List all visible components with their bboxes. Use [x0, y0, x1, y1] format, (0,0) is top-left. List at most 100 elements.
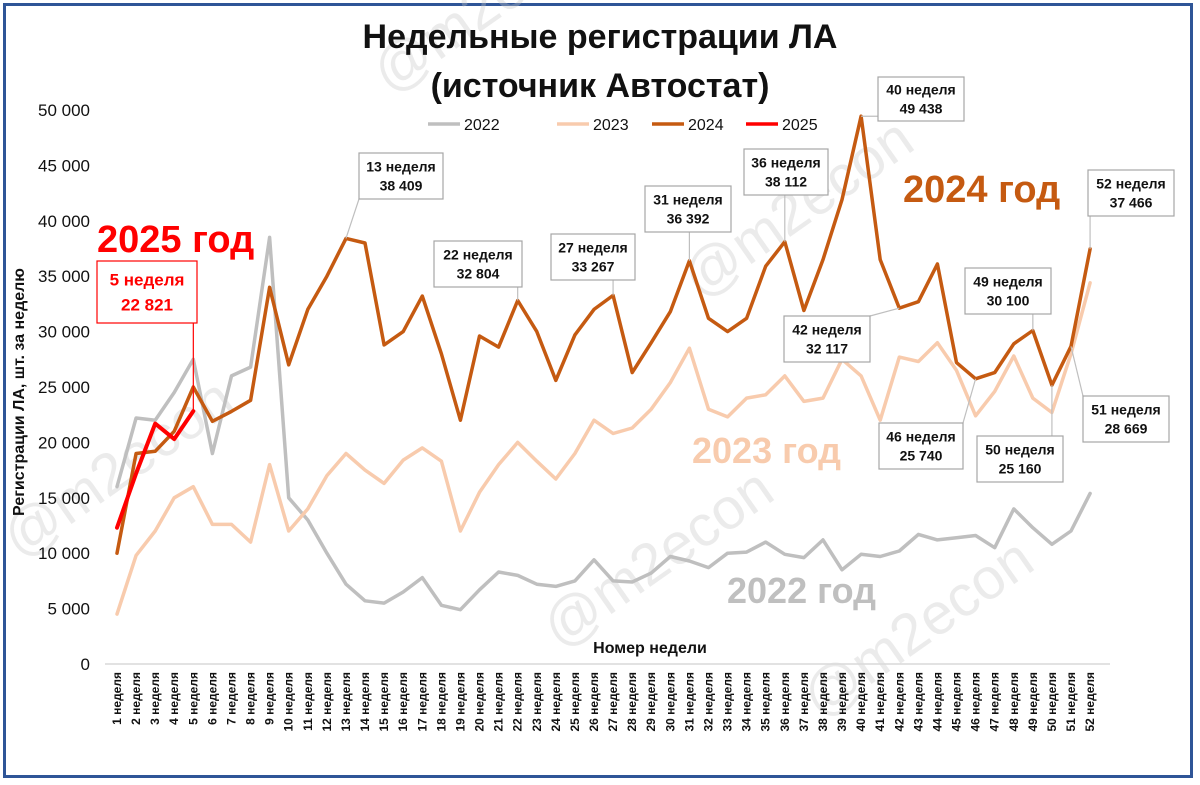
- year-label: 2022 год: [727, 570, 876, 611]
- x-tick-label: 47 неделя: [988, 672, 1002, 732]
- x-tick-label: 32 неделя: [701, 672, 715, 732]
- x-tick-label: 7 неделя: [224, 672, 238, 725]
- callout: 46 неделя 25 740: [878, 378, 977, 470]
- x-tick-label: 4 неделя: [167, 672, 181, 725]
- series-line-2022: [115, 235, 1092, 612]
- x-tick-label: 52 неделя: [1083, 672, 1097, 732]
- callout-text: 36 неделя: [751, 155, 820, 171]
- y-axis: 0 5 000 10 000 15 000 20 000 25 000 30 000 35 0…: [38, 101, 90, 674]
- callout-leader: [962, 378, 977, 424]
- callout-box: [644, 185, 732, 233]
- callout: 5 неделя 22 821: [96, 260, 198, 412]
- callout-box: [96, 260, 198, 324]
- y-tick-label: 35 000: [38, 267, 90, 286]
- x-tick-label: 36 неделя: [778, 672, 792, 732]
- callout-box: [743, 148, 829, 196]
- x-tick-label: 17 неделя: [415, 672, 429, 732]
- callout-text: 42 неделя: [792, 322, 861, 338]
- chart-frame: [3, 3, 1193, 778]
- legend-label-2022: 2022: [464, 117, 500, 134]
- x-tick-label: 6 неделя: [205, 672, 219, 725]
- year-label: 2024 год: [903, 169, 1060, 211]
- x-tick-label: 44 неделя: [930, 672, 944, 732]
- year-labels: 2025 год 2024 год 2023 год 2022 год: [97, 169, 1060, 611]
- callout-text: 46 неделя: [886, 429, 955, 445]
- x-tick-label: 27 неделя: [606, 672, 620, 732]
- x-tick-label: 16 неделя: [396, 672, 410, 732]
- callout-text: 38 409: [380, 178, 423, 194]
- x-tick-label: 34 неделя: [740, 672, 754, 732]
- year-label: 2023 год: [692, 430, 841, 471]
- callout: 52 неделя 37 466: [1087, 169, 1175, 249]
- series-layer: [115, 114, 1092, 616]
- callout-text: 50 неделя: [985, 442, 1054, 458]
- x-tick-label: 26 неделя: [587, 672, 601, 732]
- callout-text: 31 неделя: [653, 192, 722, 208]
- legend: 2022 2023 2024 2025: [428, 117, 818, 134]
- callout-text: 49 438: [900, 101, 943, 117]
- callout: 42 неделя 32 117: [783, 307, 900, 363]
- x-tick-label: 2 неделя: [129, 672, 143, 725]
- callout: 27 неделя 33 267: [550, 233, 636, 296]
- y-tick-label: 15 000: [38, 489, 90, 508]
- callout-box: [550, 233, 636, 281]
- x-tick-label: 43 неделя: [911, 672, 925, 732]
- x-tick-label: 28 неделя: [625, 672, 639, 732]
- callout-text: 49 неделя: [973, 274, 1042, 290]
- callouts: 13 неделя 38 409 22 неделя 32 804 27 неделя 3…: [96, 76, 1175, 483]
- series-line-2024: [115, 114, 1092, 555]
- x-tick-label: 10 неделя: [282, 672, 296, 732]
- y-tick-label: 30 000: [38, 323, 90, 342]
- x-tick-label: 50 неделя: [1045, 672, 1059, 732]
- callout-box: [976, 435, 1064, 483]
- callout-box: [1082, 395, 1170, 443]
- callout-text: 25 160: [999, 461, 1042, 477]
- callout-box: [964, 267, 1052, 315]
- x-tick-label: 18 неделя: [434, 672, 448, 732]
- x-tick-label: 40 неделя: [854, 672, 868, 732]
- callout-text: 28 669: [1105, 421, 1148, 437]
- callout-text: 25 740: [900, 448, 943, 464]
- x-axis-title: Номер недели: [593, 640, 707, 657]
- chart-title-line-1: Недельные регистрации ЛА: [363, 18, 838, 56]
- callout: 31 неделя 36 392: [644, 185, 732, 261]
- y-tick-label: 10 000: [38, 544, 90, 563]
- callout-text: 5 неделя: [110, 271, 185, 290]
- x-axis: 1 неделя 2 неделя 3 неделя 4 неделя 5 неделя…: [105, 663, 1110, 732]
- callout-text: 38 112: [765, 174, 807, 190]
- callout-box: [358, 152, 444, 200]
- callout-text: 27 неделя: [558, 240, 627, 256]
- legend-label-2023: 2023: [593, 117, 629, 134]
- legend-label-2025: 2025: [782, 117, 818, 134]
- x-tick-label: 46 неделя: [969, 672, 983, 732]
- callout-text: 51 неделя: [1091, 402, 1160, 418]
- x-tick-label: 3 неделя: [148, 672, 162, 725]
- x-tick-label: 38 неделя: [816, 672, 830, 732]
- y-tick-label: 25 000: [38, 378, 90, 397]
- x-tick-label: 1 неделя: [110, 672, 124, 725]
- callout-box: [433, 240, 523, 288]
- x-tick-label: 9 неделя: [263, 672, 277, 725]
- series-line-2025: [115, 409, 196, 530]
- x-tick-label: 8 неделя: [244, 672, 258, 725]
- callout-box: [1087, 169, 1175, 217]
- callout-text: 33 267: [572, 259, 615, 275]
- callout-text: 22 неделя: [443, 247, 512, 263]
- callout-box: [877, 76, 965, 122]
- x-tick-label: 37 неделя: [797, 672, 811, 732]
- legend-label-2024: 2024: [688, 117, 724, 134]
- callout: 50 неделя 25 160: [976, 385, 1064, 483]
- watermark-text: @m2econ: [530, 455, 785, 660]
- callout-text: 13 неделя: [366, 159, 435, 175]
- callout-text: 52 неделя: [1096, 176, 1165, 192]
- callout-leader: [869, 307, 900, 317]
- y-tick-label: 5 000: [47, 600, 90, 619]
- callout-text: 30 100: [987, 293, 1030, 309]
- y-tick-label: 45 000: [38, 156, 90, 175]
- x-tick-label: 11 неделя: [301, 672, 315, 731]
- callout-box: [878, 422, 964, 470]
- callout-text: 36 392: [667, 211, 710, 227]
- x-tick-label: 24 неделя: [549, 672, 563, 732]
- x-tick-label: 35 неделя: [759, 672, 773, 732]
